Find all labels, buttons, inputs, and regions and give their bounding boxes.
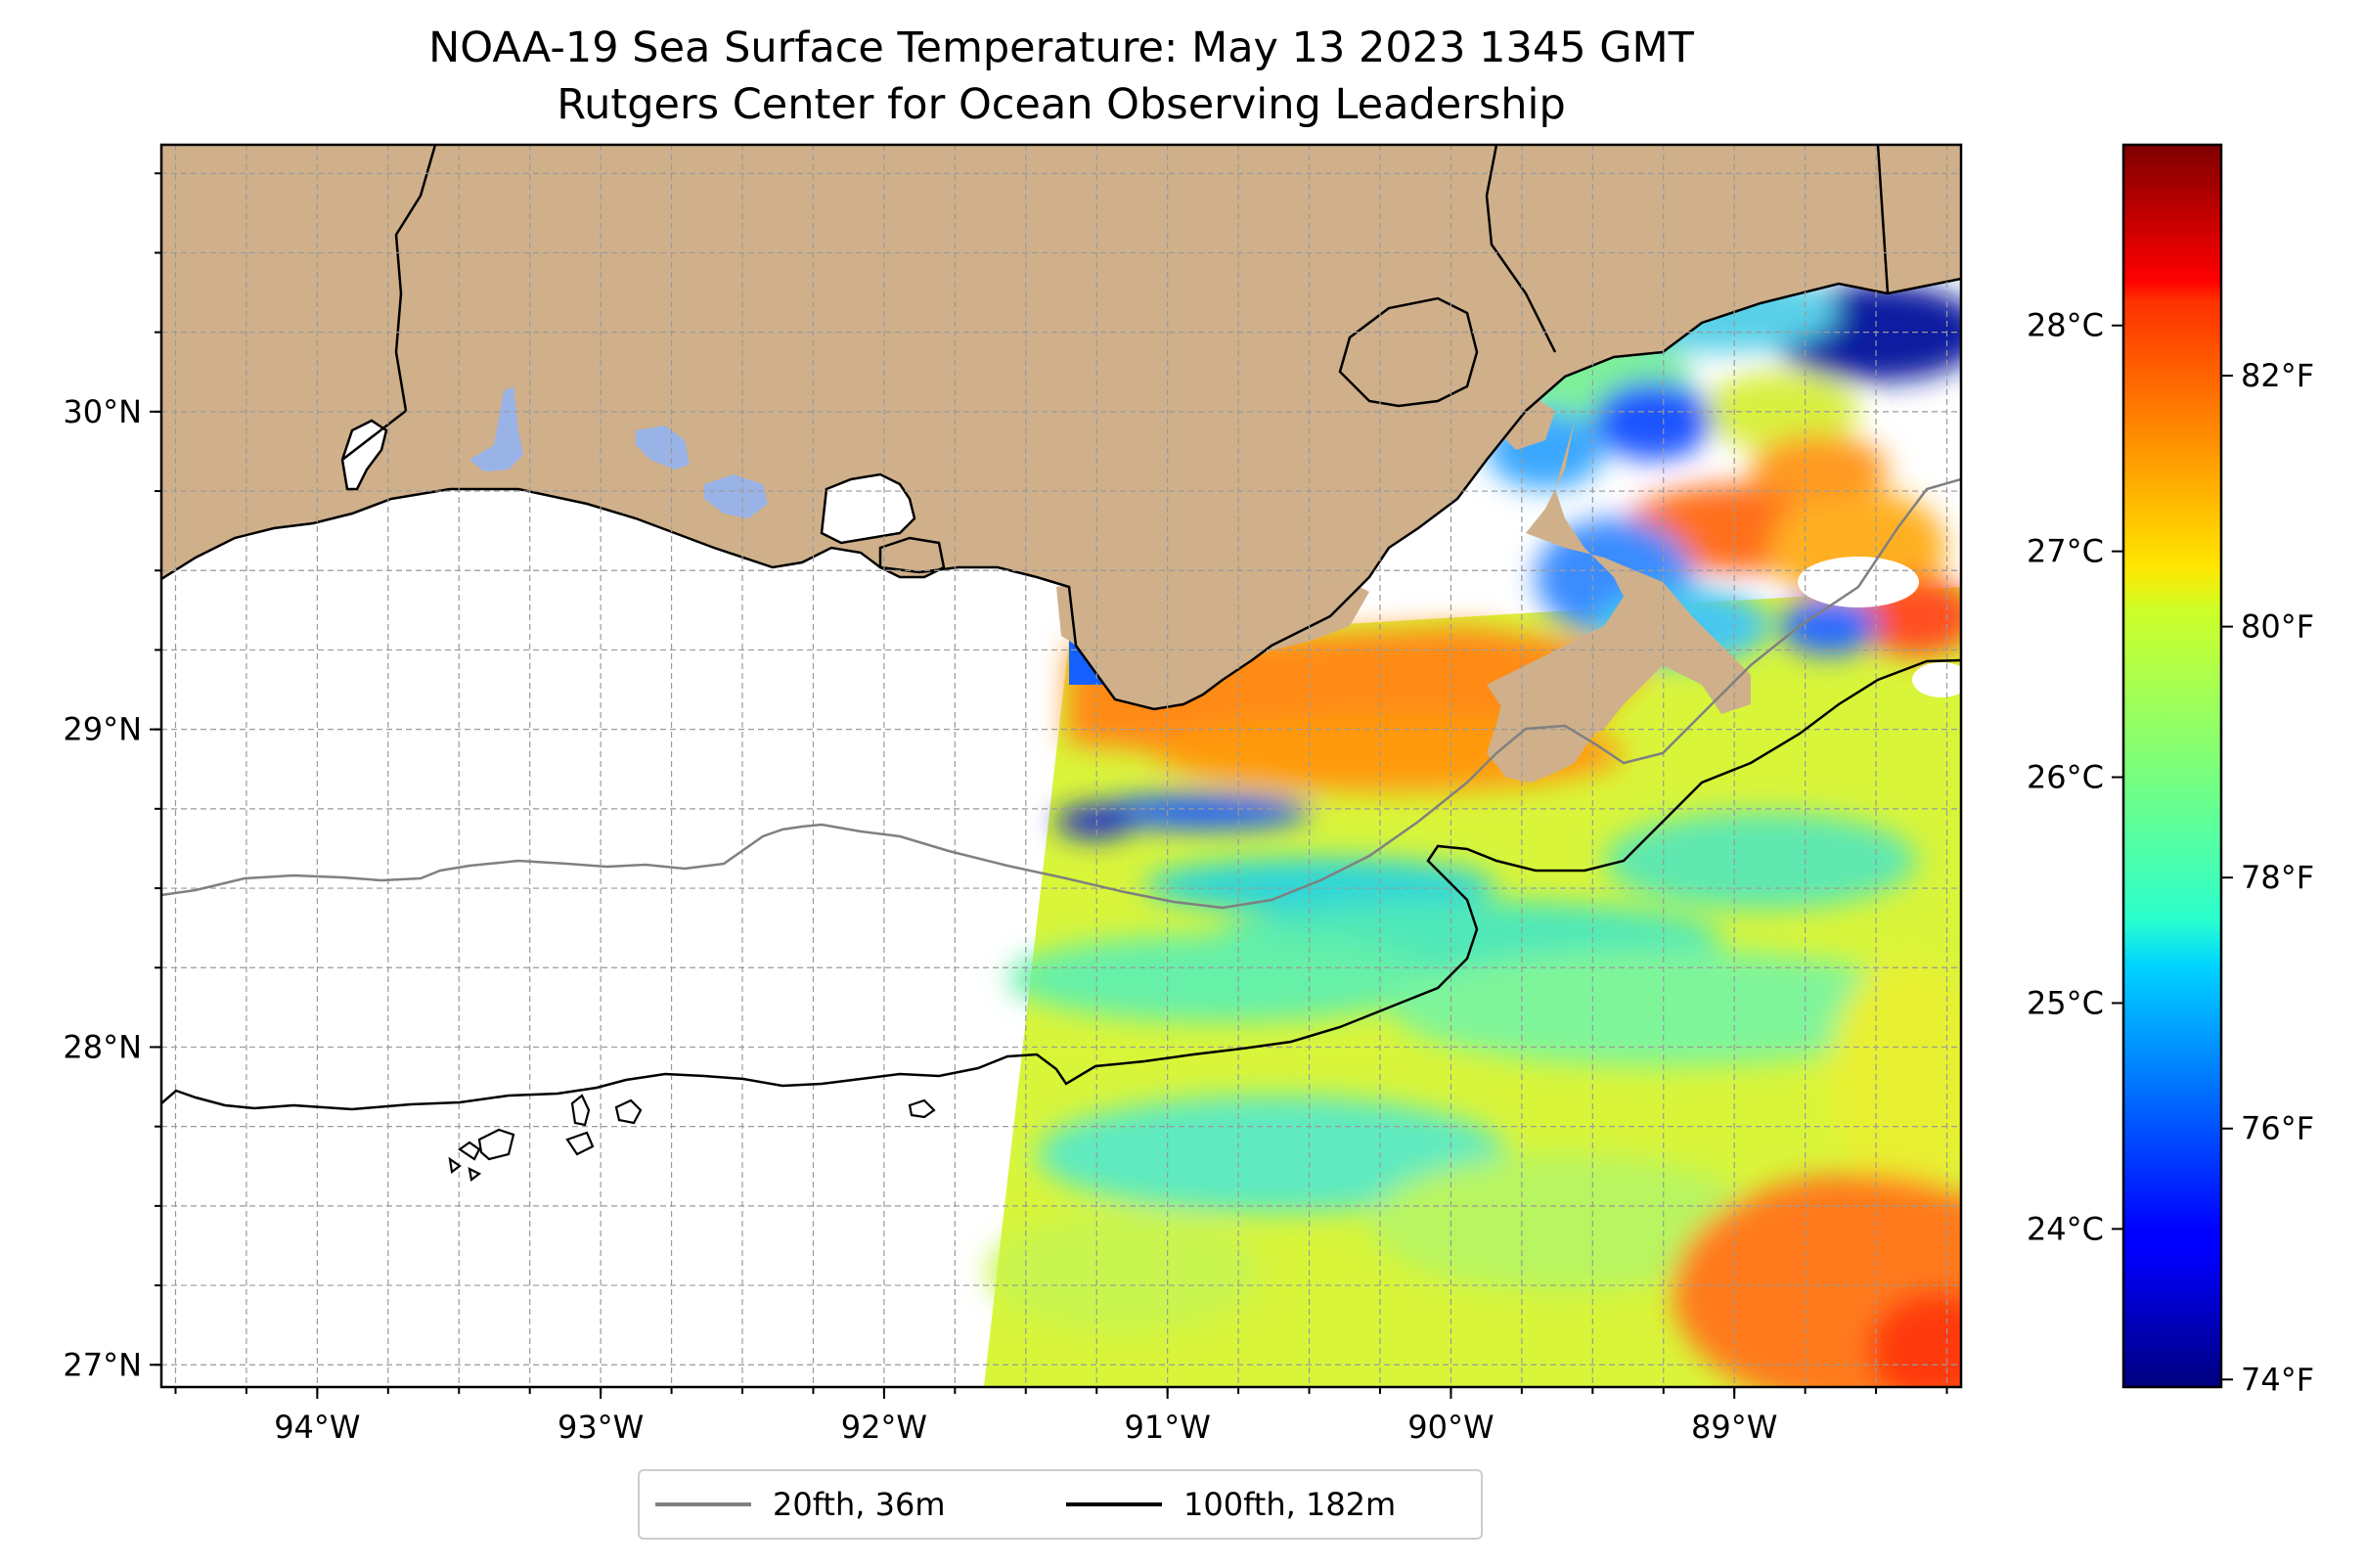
colorbar-fahrenheit-label: 82°F <box>2241 357 2314 394</box>
legend-swatch-20fth <box>655 1502 751 1506</box>
y-tick-label: 28°N <box>63 1028 142 1065</box>
legend-label-100fth: 100fth, 182m <box>1183 1486 1397 1523</box>
legend-swatch-100fth <box>1066 1502 1162 1506</box>
legend-item-100fth: 100fth, 182m <box>1066 1471 1396 1538</box>
legend: 20fth, 36m 100fth, 182m <box>638 1469 1483 1540</box>
lake-pontchartrain-outline <box>1338 296 1479 408</box>
colorbar-celsius-label: 26°C <box>2027 759 2104 796</box>
colorbar-fahrenheit-label: 76°F <box>2241 1110 2314 1147</box>
state-border-ms-al <box>1876 145 1890 294</box>
map-subtitle: Rutgers Center for Ocean Observing Leade… <box>557 80 1566 129</box>
plot-area <box>161 145 1961 1387</box>
colorbar-fahrenheit-label: 74°F <box>2241 1361 2314 1398</box>
plot-frame <box>159 143 1963 1389</box>
axis-tick-labels: 94°W 93°W 92°W 91°W 90°W 89°W 27°N 28°N 29°N 30°N <box>63 393 1777 1446</box>
colorbar-labels: 24°C 25°C 26°C 27°C 28°C 74°F 76°F 78°F 80°F 82°F <box>2027 307 2314 1399</box>
state-border-west <box>341 145 437 461</box>
colorbar-celsius-label: 24°C <box>2027 1210 2104 1247</box>
isobath-20fth <box>161 477 1961 910</box>
y-tick-label: 29°N <box>63 711 142 748</box>
x-tick-label: 90°W <box>1407 1409 1494 1446</box>
colorbar-celsius-label: 25°C <box>2027 984 2104 1021</box>
legend-item-20fth: 20fth, 36m <box>655 1471 945 1538</box>
gridlines <box>161 145 1961 1387</box>
map-title: NOAA-19 Sea Surface Temperature: May 13 … <box>428 23 1694 72</box>
axis-ticks <box>150 172 1948 1399</box>
lakes <box>469 386 768 518</box>
colorbar-fahrenheit-label: 78°F <box>2241 859 2314 896</box>
x-tick-label: 92°W <box>841 1409 927 1446</box>
x-tick-label: 94°W <box>274 1409 360 1446</box>
x-tick-label: 89°W <box>1691 1409 1777 1446</box>
state-border-east <box>1485 145 1557 353</box>
colorbar-ticks <box>2112 324 2233 1381</box>
y-tick-label: 27°N <box>63 1346 142 1383</box>
colorbar-fahrenheit-label: 80°F <box>2241 608 2314 646</box>
isobath-100fth <box>161 658 1961 1111</box>
colorbar-celsius-label: 28°C <box>2027 307 2104 344</box>
x-tick-label: 93°W <box>558 1409 644 1446</box>
colorbar <box>2121 143 2223 1389</box>
x-tick-label: 91°W <box>1124 1409 1210 1446</box>
legend-label-20fth: 20fth, 36m <box>773 1486 946 1523</box>
land <box>161 145 1961 783</box>
colorbar-celsius-label: 27°C <box>2027 533 2104 570</box>
offshore-banks <box>448 1094 936 1182</box>
coastline <box>161 277 1961 711</box>
coastal-water <box>340 419 946 579</box>
y-tick-label: 30°N <box>63 393 142 430</box>
